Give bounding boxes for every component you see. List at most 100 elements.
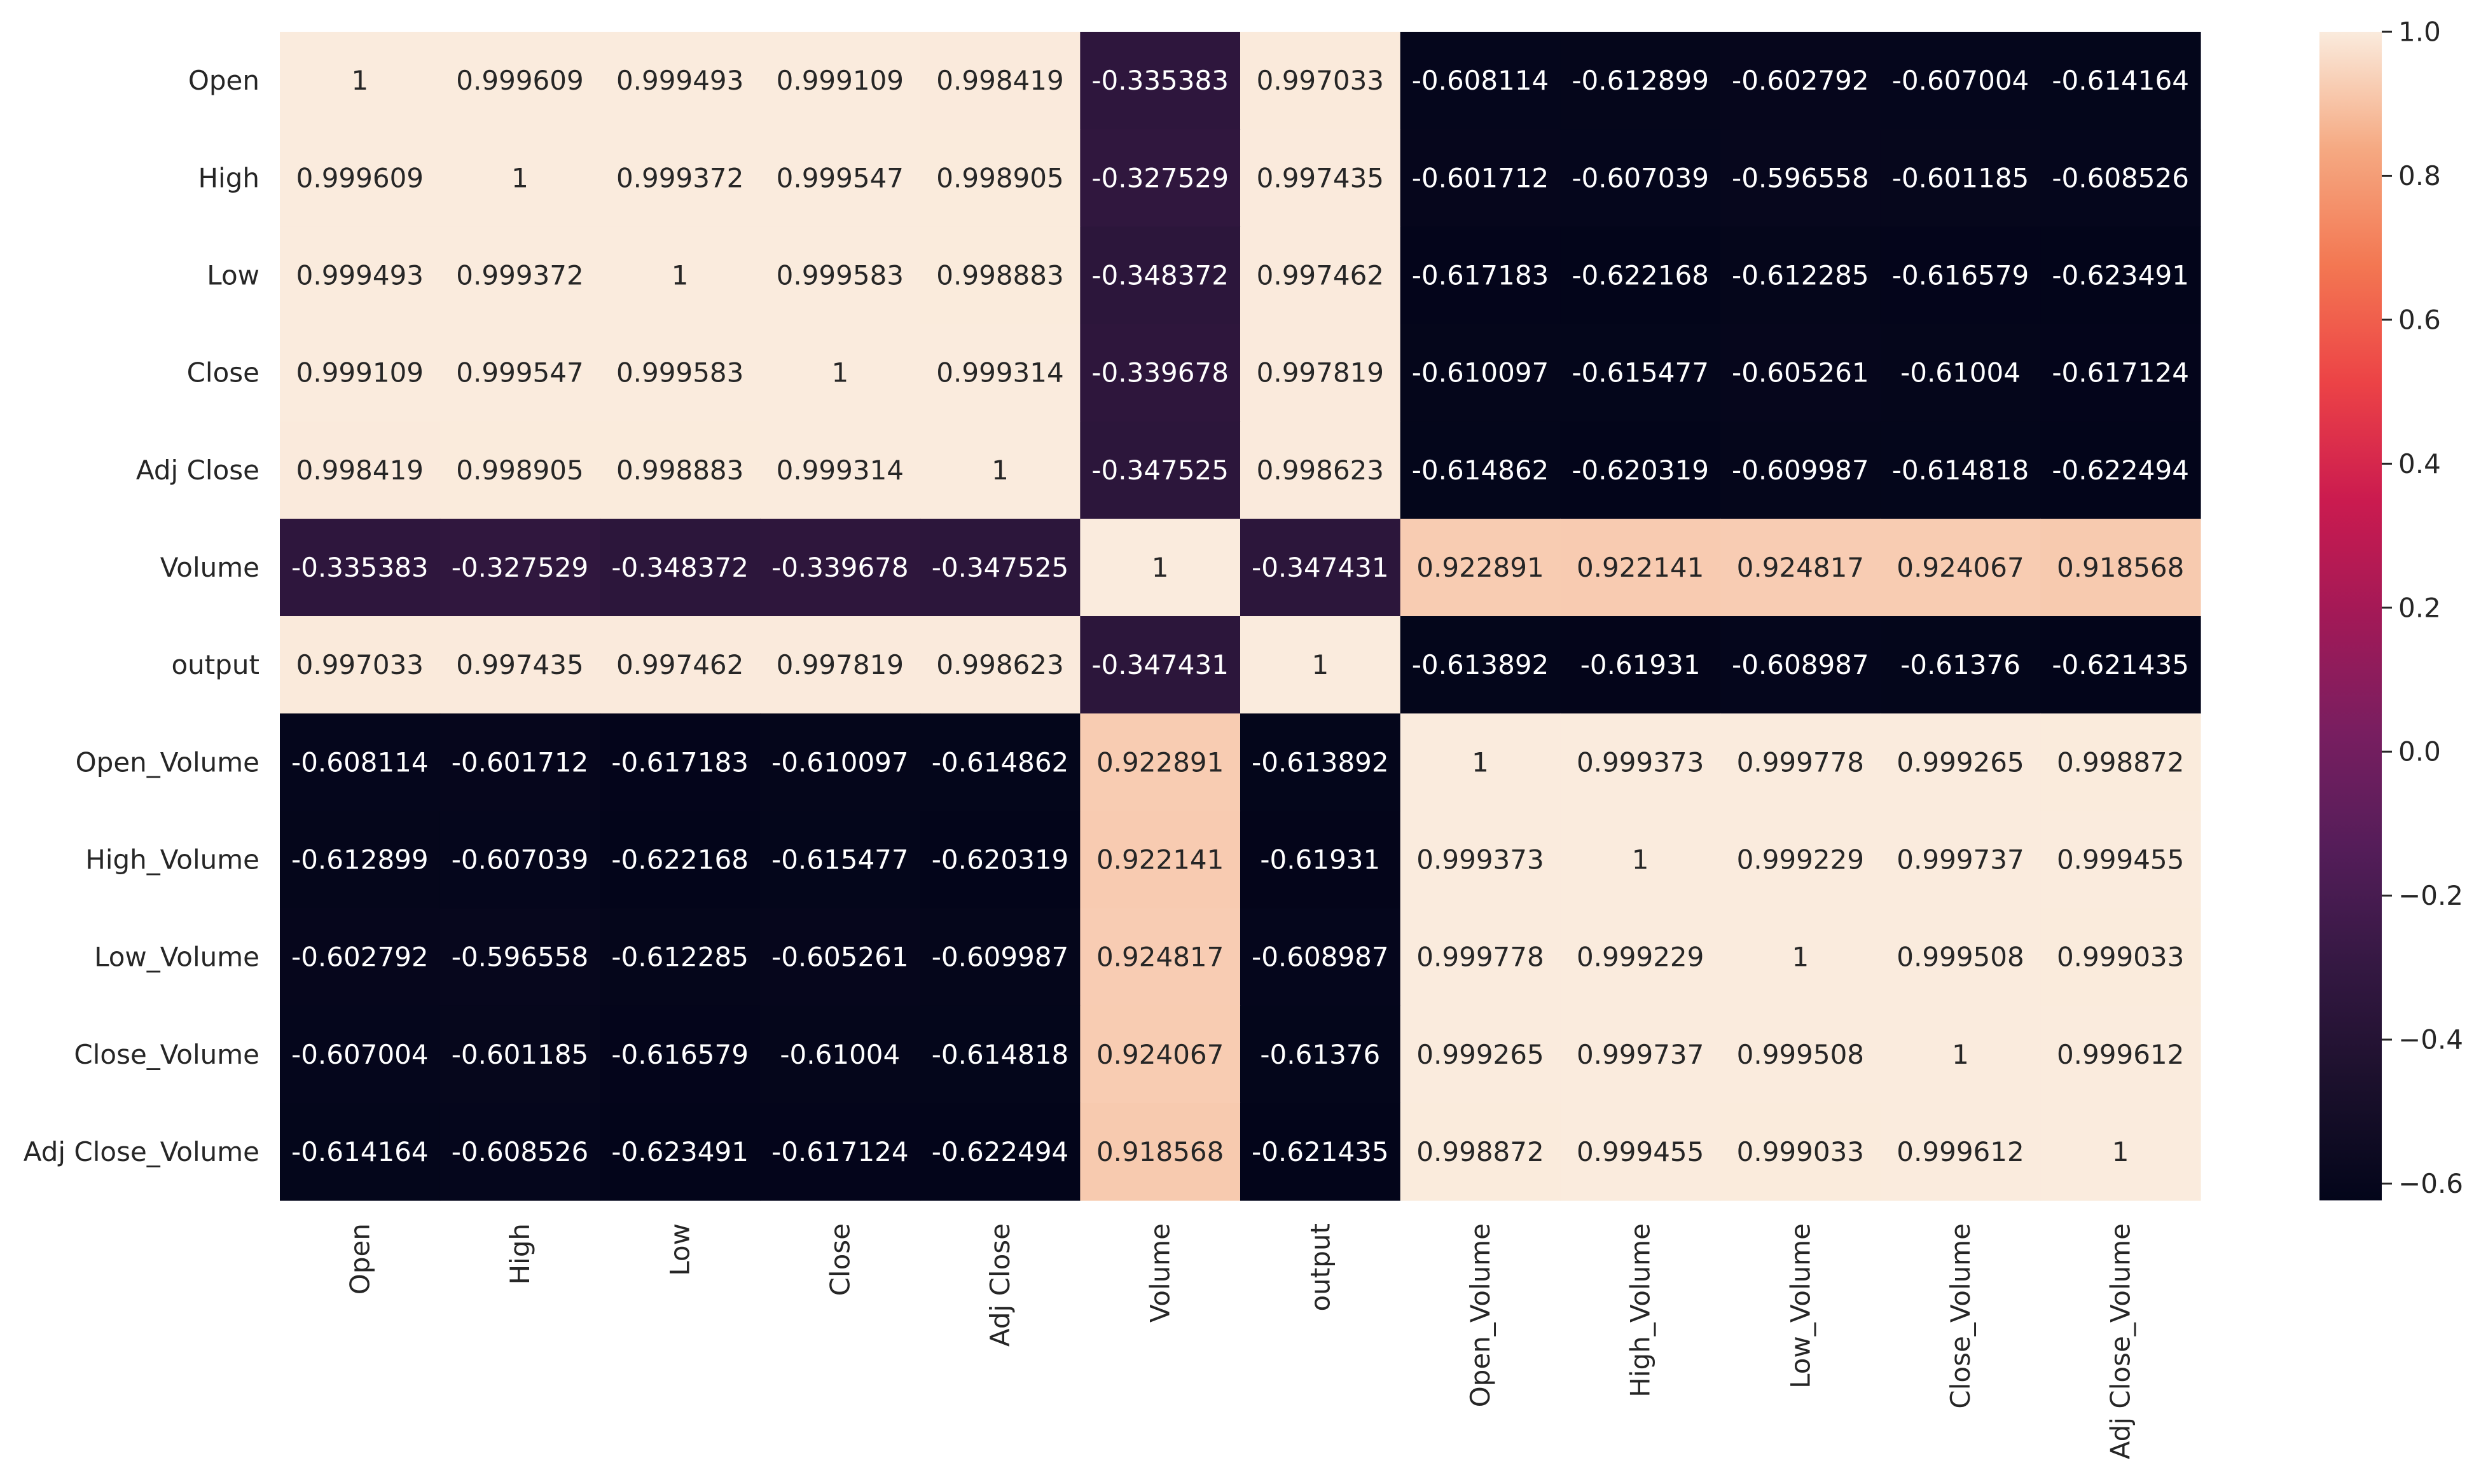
cell-value-label: 1	[1632, 844, 1649, 875]
cell-value-label: 0.998905	[936, 162, 1063, 193]
y-tick-label: High	[198, 162, 259, 193]
cell-value-label: -0.623491	[2052, 259, 2189, 291]
cell-value-label: -0.61931	[1260, 844, 1380, 875]
cell-value-label: -0.61931	[1580, 649, 1701, 680]
cell-value-label: 0.997819	[1257, 357, 1384, 388]
y-tick-label: Adj Close	[136, 455, 259, 486]
cell-value-label: -0.605261	[771, 942, 909, 973]
heatmap-cell	[2040, 421, 2201, 519]
heatmap-cell	[760, 32, 921, 130]
heatmap-cell	[1720, 226, 1881, 325]
heatmap-cell	[1080, 616, 1241, 714]
x-tick-label: High	[504, 1223, 536, 1285]
x-tick-label: Adj Close	[985, 1223, 1016, 1347]
cell-value-label: 1	[1152, 552, 1169, 583]
heatmap-cell	[1560, 32, 1721, 130]
heatmap-cell	[2040, 129, 2201, 227]
heatmap-cell	[1240, 518, 1401, 617]
heatmap-cell	[1400, 616, 1561, 714]
cell-value-label: 0.999265	[1897, 746, 2024, 778]
cell-value-label: -0.609987	[1732, 455, 1869, 486]
heatmap-cell	[1880, 908, 2041, 1007]
y-tick-label: Volume	[160, 552, 259, 583]
cell-value-label: -0.339678	[1091, 357, 1229, 388]
heatmap-cell	[1560, 324, 1721, 422]
x-tick-label: Low_Volume	[1785, 1223, 1816, 1389]
cell-value-label: 0.999314	[777, 455, 904, 486]
heatmap-cell	[1560, 1103, 1721, 1201]
cell-value-label: -0.347431	[1252, 552, 1389, 583]
cell-value-label: -0.327529	[452, 552, 589, 583]
heatmap-cell	[439, 421, 600, 519]
cell-value-label: -0.601712	[452, 746, 589, 778]
heatmap-cell	[1720, 1005, 1881, 1104]
cell-value-label: -0.617183	[611, 746, 749, 778]
heatmap-cell	[280, 518, 441, 617]
cell-value-label: 0.999583	[777, 259, 904, 291]
heatmap-cell	[600, 811, 761, 909]
heatmap-cell	[1880, 226, 2041, 325]
colorbar-tick-label: −0.2	[2398, 880, 2463, 911]
cell-value-label: -0.607004	[1892, 65, 2029, 96]
heatmap-cell	[2040, 616, 2201, 714]
heatmap-cell	[1560, 518, 1721, 617]
cell-value-label: -0.608526	[2052, 162, 2189, 193]
heatmap-cell	[1720, 324, 1881, 422]
heatmap-cell	[1880, 616, 2041, 714]
heatmap-cell	[1240, 1103, 1401, 1201]
heatmap-cell	[920, 1005, 1081, 1104]
heatmap-cell	[1400, 1005, 1561, 1104]
heatmap-cell	[1560, 1005, 1721, 1104]
cell-value-label: 0.924067	[1897, 552, 2024, 583]
heatmap-cell	[1080, 908, 1241, 1007]
heatmap-cell	[1080, 1103, 1241, 1201]
cell-value-label: -0.614164	[291, 1136, 429, 1167]
cell-value-label: 0.998905	[456, 455, 583, 486]
y-tick-label: Low	[207, 259, 259, 291]
heatmap-cell	[1880, 129, 2041, 227]
cell-value-label: -0.608526	[452, 1136, 589, 1167]
cell-value-label: 0.999372	[456, 259, 583, 291]
heatmap-cell	[1720, 713, 1881, 811]
heatmap-cell	[1080, 324, 1241, 422]
heatmap-cell	[1400, 129, 1561, 227]
x-tick-label: Close	[824, 1223, 855, 1296]
heatmap-cell	[280, 1005, 441, 1104]
colorbar-ticks: 1.0 0.8 0.6 0.4 0.2 0.0 −0.2 −0.4 −0.6	[2382, 17, 2463, 1199]
heatmap-cell	[280, 226, 441, 325]
cell-value-label: 0.922891	[1416, 552, 1544, 583]
heatmap-cell	[600, 1005, 761, 1104]
cell-value-label: 0.999372	[616, 162, 743, 193]
x-tick-label: Open_Volume	[1465, 1223, 1496, 1407]
heatmap-cell	[1720, 908, 1881, 1007]
heatmap-cell	[600, 616, 761, 714]
cell-value-label: -0.327529	[1091, 162, 1229, 193]
heatmap-cell	[1560, 129, 1721, 227]
y-tick-label: High_Volume	[85, 844, 259, 875]
heatmap-cell	[280, 32, 441, 130]
cell-value-label: -0.610097	[771, 746, 909, 778]
cell-value-label: 0.997462	[616, 649, 743, 680]
heatmap-cell	[760, 518, 921, 617]
heatmap-cell	[2040, 811, 2201, 909]
heatmap-cell	[1080, 32, 1241, 130]
cell-value-label: -0.607039	[452, 844, 589, 875]
cell-value-label: 0.999314	[936, 357, 1063, 388]
heatmap-cell	[1400, 518, 1561, 617]
heatmap-cell	[1080, 811, 1241, 909]
cell-value-label: 1	[992, 455, 1009, 486]
cell-value-label: 0.999493	[296, 259, 424, 291]
cell-value-label: -0.348372	[1091, 259, 1229, 291]
heatmap-cell	[1560, 713, 1721, 811]
cell-value-label: -0.608114	[1412, 65, 1549, 96]
cell-value-label: -0.608987	[1732, 649, 1869, 680]
cell-value-label: 0.998883	[936, 259, 1063, 291]
heatmap-cell	[2040, 324, 2201, 422]
x-axis-tick-labels: Open High Low Close Adj Close Volume output Ope…	[344, 1223, 2136, 1459]
cell-value-label: -0.614818	[1892, 455, 2029, 486]
heatmap-cell	[280, 324, 441, 422]
heatmap-cell	[920, 1103, 1081, 1201]
cell-value-label: 0.924817	[1096, 942, 1224, 973]
cell-value-label: 0.999737	[1577, 1039, 1704, 1070]
y-tick-label: Low_Volume	[94, 942, 259, 973]
